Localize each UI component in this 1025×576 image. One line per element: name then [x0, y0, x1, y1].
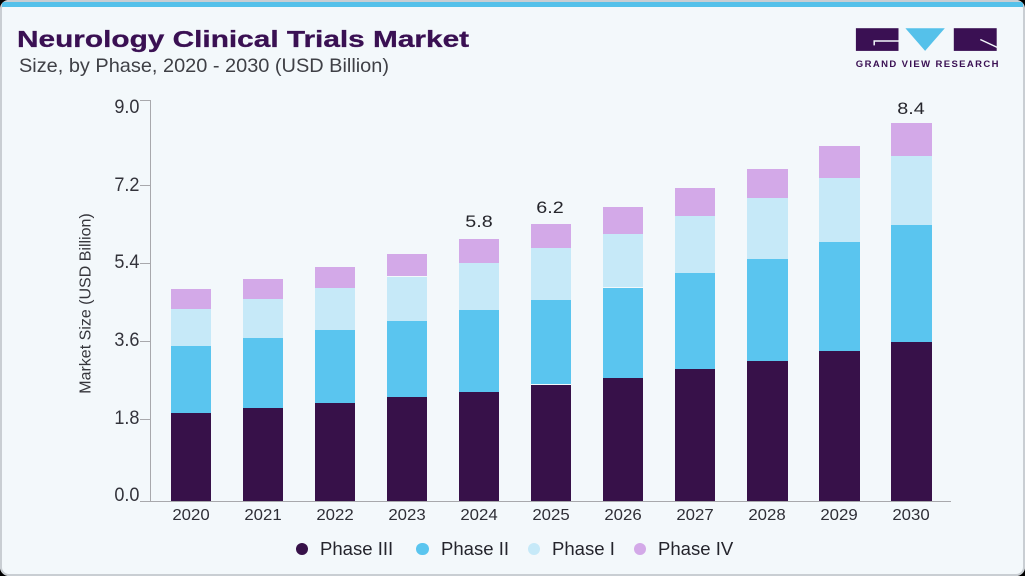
svg-text:GRAND VIEW RESEARCH: GRAND VIEW RESEARCH	[856, 59, 1000, 70]
